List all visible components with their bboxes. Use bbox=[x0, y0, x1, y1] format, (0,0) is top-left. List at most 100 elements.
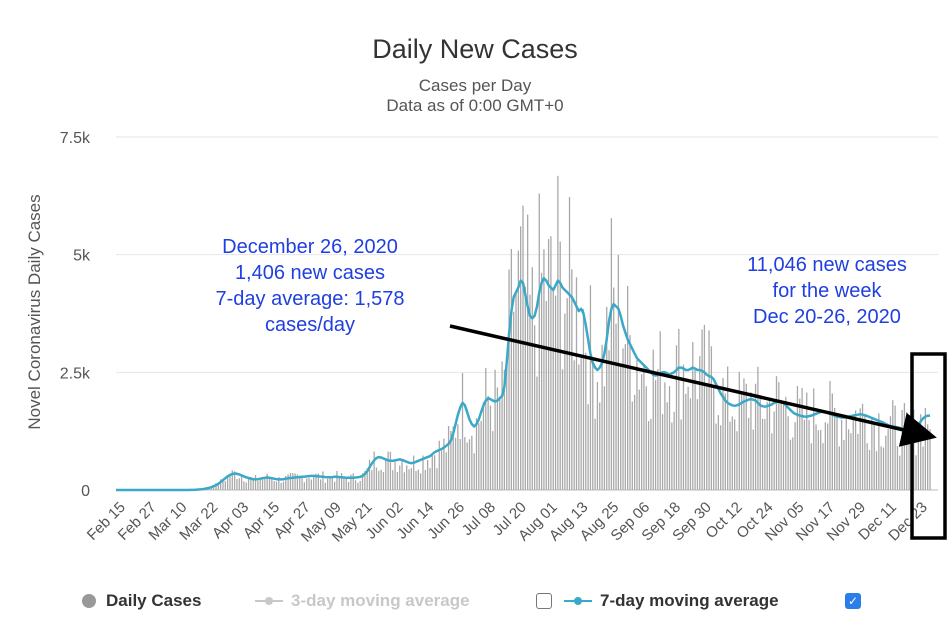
legend-daily-cases[interactable]: Daily Cases bbox=[82, 589, 201, 613]
daily-bar bbox=[254, 475, 257, 490]
daily-bar bbox=[647, 421, 650, 490]
daily-bar bbox=[392, 470, 394, 490]
chart-title: Daily New Cases bbox=[372, 34, 578, 64]
daily-bar bbox=[547, 239, 550, 490]
legend-7day-average[interactable]: 7-day moving average bbox=[564, 589, 779, 613]
daily-bar bbox=[345, 478, 347, 490]
daily-bar bbox=[268, 478, 271, 490]
daily-bar bbox=[522, 205, 524, 491]
daily-bar bbox=[457, 424, 459, 490]
daily-bar bbox=[585, 352, 587, 490]
daily-bar bbox=[443, 438, 445, 490]
daily-bar bbox=[282, 481, 285, 490]
daily-bar bbox=[513, 311, 515, 490]
daily-bar bbox=[861, 403, 864, 490]
daily-bar bbox=[836, 413, 838, 490]
daily-bar bbox=[278, 477, 280, 490]
daily-bar bbox=[568, 197, 571, 490]
daily-bar bbox=[410, 468, 413, 490]
checkbox-3day-average[interactable] bbox=[536, 593, 552, 609]
daily-bar bbox=[287, 474, 289, 490]
checkbox-7day-average[interactable]: ✓ bbox=[845, 593, 861, 609]
daily-bar bbox=[561, 369, 564, 490]
daily-bar bbox=[454, 437, 457, 490]
daily-bar bbox=[347, 481, 350, 490]
daily-bar bbox=[222, 480, 224, 490]
daily-bar bbox=[866, 443, 868, 490]
daily-bar bbox=[782, 400, 785, 490]
daily-bar bbox=[699, 356, 701, 490]
daily-bar bbox=[257, 480, 259, 490]
daily-bar bbox=[480, 420, 482, 490]
daily-bar bbox=[215, 483, 217, 490]
daily-bar bbox=[661, 414, 664, 490]
daily-bar bbox=[478, 423, 480, 490]
daily-bar bbox=[475, 418, 478, 490]
daily-bar bbox=[633, 394, 636, 490]
daily-bar bbox=[794, 422, 796, 490]
daily-bar bbox=[224, 481, 226, 490]
daily-bar bbox=[792, 437, 794, 490]
daily-bar bbox=[210, 487, 212, 490]
daily-bar bbox=[233, 471, 236, 490]
daily-bar bbox=[620, 366, 622, 490]
daily-bar bbox=[580, 357, 582, 490]
daily-bar bbox=[733, 419, 736, 490]
daily-bar bbox=[680, 419, 682, 490]
daily-bar bbox=[303, 482, 306, 490]
daily-bar bbox=[326, 478, 329, 490]
daily-bar bbox=[922, 446, 924, 490]
daily-bar bbox=[352, 473, 354, 490]
daily-bar bbox=[550, 236, 552, 490]
daily-bar bbox=[654, 380, 657, 490]
y-axis-label: Novel Coronavirus Daily Cases bbox=[25, 194, 44, 429]
daily-bar bbox=[364, 471, 366, 490]
daily-bar bbox=[533, 325, 536, 490]
daily-bar bbox=[843, 439, 845, 490]
daily-bar bbox=[759, 396, 761, 490]
daily-bar bbox=[892, 400, 894, 490]
y-tick-label: 7.5k bbox=[60, 130, 91, 147]
daily-bar bbox=[743, 378, 745, 490]
daily-bar bbox=[461, 373, 464, 490]
daily-bar bbox=[285, 475, 287, 490]
daily-bar bbox=[243, 481, 245, 490]
annotation-left-line-4: cases/day bbox=[264, 314, 356, 336]
daily-bar bbox=[559, 241, 561, 490]
daily-bar bbox=[852, 414, 854, 490]
daily-bar bbox=[440, 450, 443, 490]
daily-bar bbox=[564, 313, 566, 490]
daily-bar bbox=[924, 407, 926, 490]
daily-bar bbox=[524, 286, 526, 490]
daily-bar bbox=[220, 479, 222, 490]
daily-bar bbox=[485, 367, 487, 490]
daily-bar bbox=[466, 442, 468, 490]
annotation-right-line-2: for the week bbox=[772, 280, 882, 302]
legend-3day-average[interactable]: 3-day moving average bbox=[255, 589, 470, 613]
daily-bar bbox=[799, 398, 801, 490]
daily-bar bbox=[531, 267, 533, 490]
daily-bar bbox=[596, 381, 599, 490]
daily-bar bbox=[322, 471, 324, 490]
daily-bar bbox=[889, 416, 892, 490]
daily-bar bbox=[317, 473, 319, 490]
daily-bar bbox=[515, 292, 517, 490]
daily-bar bbox=[640, 374, 643, 490]
legend-3day-label: 3-day moving average bbox=[291, 591, 470, 610]
daily-bar bbox=[601, 344, 603, 490]
daily-bar bbox=[231, 470, 233, 490]
daily-bar bbox=[740, 393, 743, 490]
y-tick-label: 0 bbox=[81, 483, 90, 500]
daily-bar bbox=[552, 289, 554, 490]
daily-bar bbox=[627, 285, 629, 490]
daily-bar bbox=[529, 294, 531, 490]
daily-bar bbox=[492, 431, 494, 490]
daily-bar bbox=[643, 364, 645, 490]
daily-bar bbox=[371, 470, 373, 490]
daily-bar bbox=[275, 481, 278, 490]
daily-bar bbox=[608, 350, 610, 490]
daily-bar bbox=[873, 421, 875, 490]
daily-bar bbox=[429, 468, 431, 490]
daily-bar bbox=[613, 287, 615, 490]
daily-bar bbox=[771, 433, 773, 490]
